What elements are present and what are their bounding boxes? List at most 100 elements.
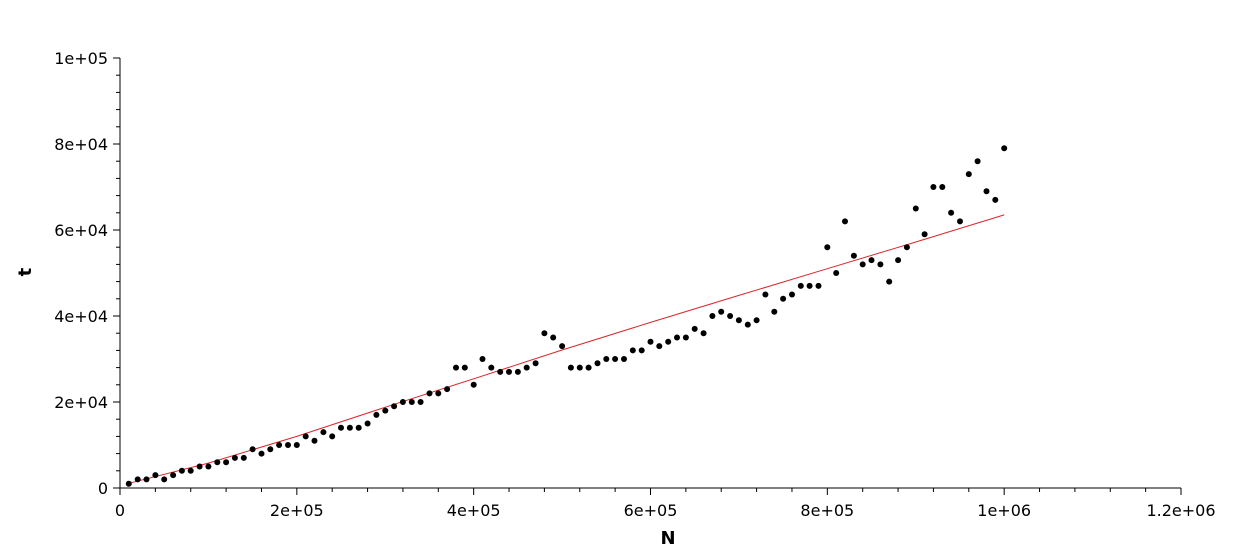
data-point <box>523 364 530 371</box>
data-point <box>629 347 636 354</box>
data-point <box>612 356 619 362</box>
fit-line-series <box>128 214 1005 484</box>
data-point <box>965 171 972 178</box>
data-point <box>355 424 362 431</box>
data-point <box>727 313 734 319</box>
data-point <box>594 360 601 367</box>
data-point <box>903 244 910 251</box>
data-point <box>311 437 318 444</box>
y-tick-label: 8e+04 <box>54 135 108 154</box>
y-tick-label: 6e+04 <box>54 221 108 240</box>
data-point <box>762 291 769 298</box>
data-point <box>187 467 194 474</box>
data-point <box>700 330 707 337</box>
data-point <box>293 442 300 448</box>
x-tick-label: 0 <box>115 501 125 520</box>
x-tick-label: 1e+06 <box>977 501 1031 520</box>
data-point <box>231 454 238 461</box>
data-point <box>603 356 610 362</box>
data-point <box>771 308 778 315</box>
data-point <box>408 399 415 405</box>
x-tick-label: 8e+05 <box>800 501 854 520</box>
data-point <box>859 261 866 268</box>
data-point <box>329 433 336 440</box>
data-point <box>806 282 813 289</box>
data-point <box>532 360 539 367</box>
fit-line <box>128 214 1005 484</box>
y-tick-label: 1e+05 <box>54 49 108 68</box>
x-ticks: 0 2e+05 4e+05 6e+05 8e+05 1e+06 1.2e+06 <box>115 488 1216 520</box>
data-point <box>399 399 406 405</box>
data-point <box>868 257 875 264</box>
data-point <box>373 411 380 418</box>
data-point <box>134 476 141 483</box>
data-point <box>541 330 548 337</box>
x-tick-label: 6e+05 <box>624 501 678 520</box>
y-tick-label: 2e+04 <box>54 393 108 412</box>
data-point <box>302 433 309 440</box>
data-point <box>285 442 291 448</box>
data-point <box>240 454 247 461</box>
data-point <box>886 278 893 285</box>
data-point <box>479 356 486 362</box>
data-point <box>948 209 955 216</box>
data-point <box>435 390 442 397</box>
data-point <box>214 459 221 466</box>
data-point <box>718 308 725 315</box>
data-point <box>382 407 389 414</box>
data-point <box>417 399 424 405</box>
data-point <box>497 368 504 375</box>
data-point <box>205 463 212 470</box>
data-point <box>833 270 840 276</box>
data-point <box>735 317 742 324</box>
data-point <box>506 368 512 375</box>
data-point <box>444 386 451 393</box>
data-point <box>559 343 566 350</box>
data-point <box>267 446 274 453</box>
data-point <box>877 261 884 268</box>
data-point <box>850 252 857 259</box>
data-point <box>567 364 574 371</box>
data-point <box>912 205 919 212</box>
data-point <box>797 282 804 289</box>
data-point <box>470 381 477 388</box>
data-point <box>338 424 344 431</box>
data-point <box>461 364 468 371</box>
axes <box>119 58 1181 489</box>
data-point <box>488 364 495 371</box>
data-point <box>249 446 256 453</box>
data-point <box>1001 145 1008 152</box>
data-point <box>656 343 663 350</box>
data-point <box>514 368 521 375</box>
data-point <box>550 334 557 341</box>
data-point <box>161 476 168 483</box>
data-point <box>178 467 185 474</box>
data-point <box>744 321 751 328</box>
data-point <box>320 429 327 436</box>
data-point <box>143 476 150 483</box>
data-point <box>585 364 592 371</box>
data-point <box>223 459 230 466</box>
data-point <box>789 291 795 298</box>
data-point <box>709 313 716 319</box>
data-point <box>276 442 283 448</box>
data-point <box>895 257 902 264</box>
data-point <box>921 231 928 238</box>
y-ticks: 0 2e+04 4e+04 6e+04 8e+04 1e+05 <box>54 49 120 498</box>
data-point <box>974 158 981 165</box>
data-point <box>152 472 159 479</box>
data-point <box>621 356 627 362</box>
data-point <box>391 403 398 410</box>
x-tick-label: 2e+05 <box>270 501 324 520</box>
y-tick-label: 4e+04 <box>54 307 108 326</box>
data-point <box>364 420 371 427</box>
y-axis-title: t <box>15 267 36 276</box>
data-point <box>125 480 132 487</box>
data-point <box>842 218 848 225</box>
data-point <box>992 196 999 203</box>
data-point <box>346 424 353 431</box>
data-point <box>780 295 787 302</box>
data-point <box>674 334 680 341</box>
data-point <box>426 390 433 397</box>
